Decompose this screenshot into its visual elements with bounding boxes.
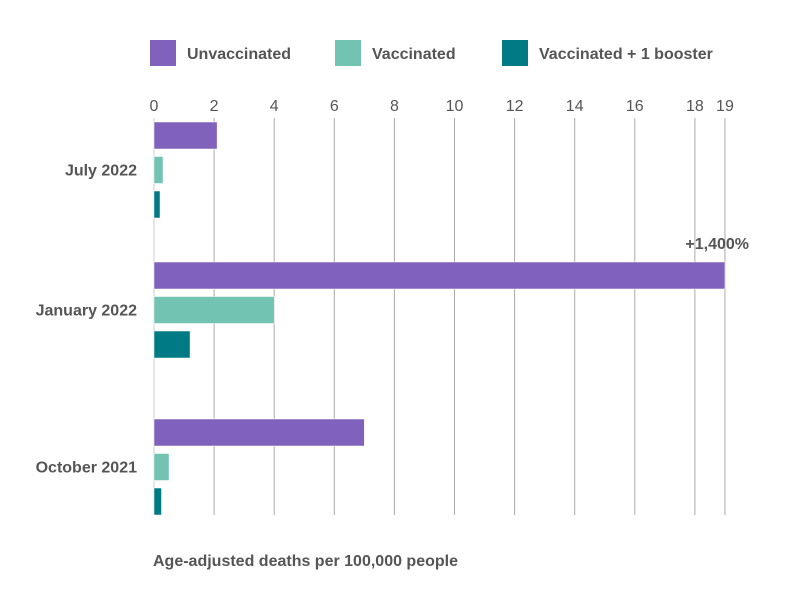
x-tick-label: 16 [626,98,644,115]
x-tick-label: 12 [506,98,524,115]
x-tick-label: 19 [716,98,734,115]
x-axis-label: Age-adjusted deaths per 100,000 people [153,553,458,570]
bar-vaccinated [153,453,170,481]
x-tick-label: 0 [150,98,159,115]
x-tick-label: 14 [566,98,584,115]
bar-vaccinated-1-booster [153,190,161,219]
bar-vaccinated-1-booster [153,487,162,516]
x-tick-label: 18 [686,98,704,115]
x-tick-label: 2 [210,98,219,115]
bar-vaccinated [153,296,275,324]
legend-swatch-0 [150,40,176,66]
bar-vaccinated-1-booster [153,330,191,359]
category-label: October 2021 [36,460,137,477]
x-tick-label: 8 [390,98,399,115]
x-tick-label: 4 [270,98,279,115]
category-label: January 2022 [36,303,138,320]
legend-swatch-2 [502,40,528,66]
bar-unvaccinated [153,121,218,150]
category-label: July 2022 [65,163,137,180]
x-tick-label: 6 [330,98,339,115]
legend-label-1: Vaccinated [372,46,456,63]
bar-unvaccinated [153,261,726,290]
legend-label-2: Vaccinated + 1 booster [539,46,713,63]
bar-vaccinated [153,156,164,184]
annotation-label: +1,400% [685,236,749,253]
x-tick-label: 10 [446,98,464,115]
bar-unvaccinated [153,418,365,447]
legend-label-0: Unvaccinated [187,46,291,63]
legend-swatch-1 [335,40,361,66]
